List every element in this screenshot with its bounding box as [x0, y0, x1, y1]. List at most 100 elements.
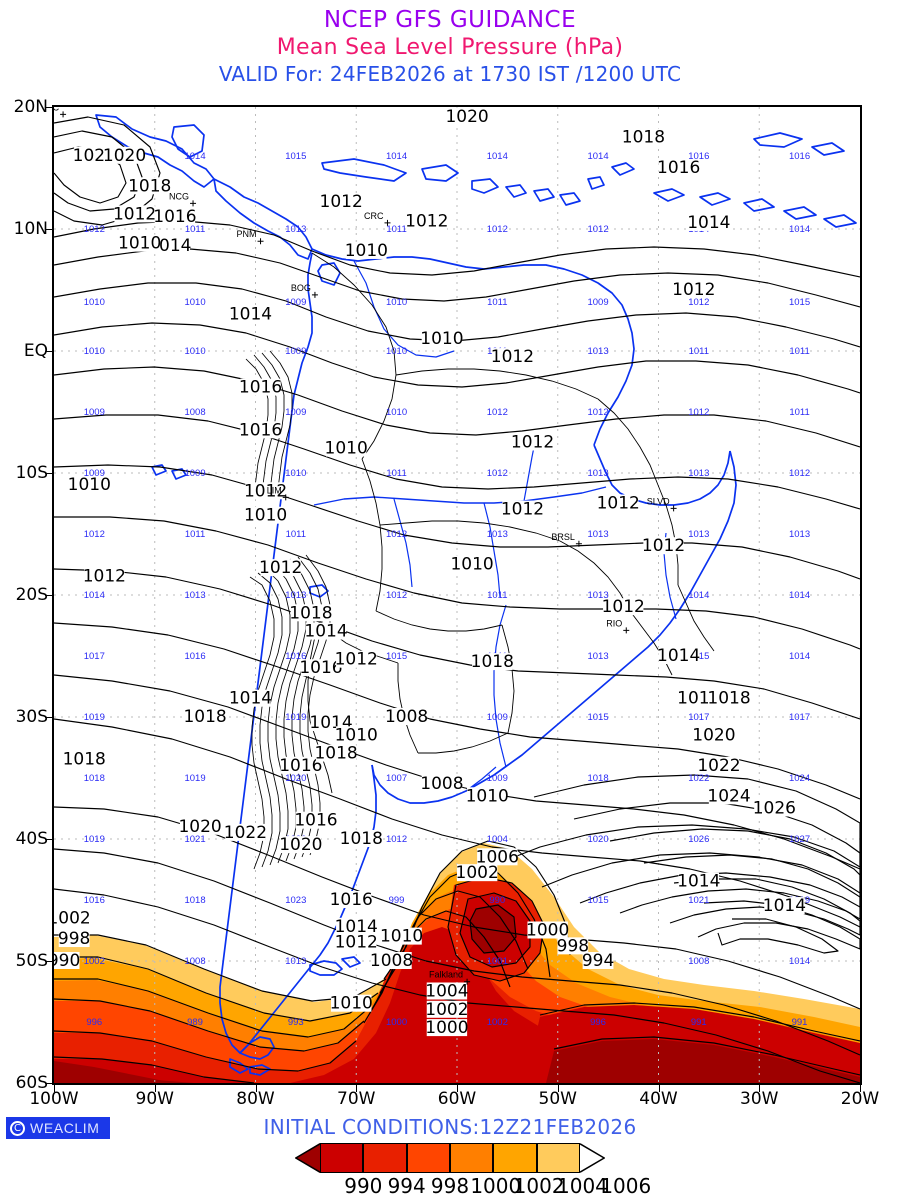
grid-value: 1017: [789, 712, 810, 723]
contour-label-bg: [320, 193, 362, 211]
contour-label: 1010: [68, 475, 111, 495]
grid-value: 1014: [688, 590, 709, 601]
initial-conditions-label: INITIAL CONDITIONS:12Z21FEB2026: [263, 1115, 637, 1139]
contour-label: 1014: [687, 213, 730, 233]
grid-value: 1014: [789, 224, 810, 235]
contour-label-bg: [346, 241, 387, 259]
x-axis-tick: [356, 1085, 358, 1092]
contour-label-bg: [54, 952, 80, 969]
contour-label: 1018: [314, 744, 357, 764]
contour-label-bg: [371, 952, 412, 969]
y-axis-tick: [45, 595, 52, 596]
grid-value: 989: [187, 1017, 203, 1028]
weaclim-label: WEACLIM: [30, 1120, 100, 1136]
colorbar-tick-label: 1002: [513, 1174, 565, 1198]
city-marker: [282, 494, 289, 501]
contour-label-bg: [472, 653, 513, 671]
contour-label: 1012: [501, 500, 544, 520]
contour-label-bg: [603, 598, 644, 616]
contour-label-bg: [179, 817, 221, 835]
contour-label: 1012: [320, 192, 363, 212]
contour-label: 1014: [304, 622, 347, 642]
grid-value: 1012: [587, 224, 608, 235]
x-axis-tick: [457, 1085, 458, 1092]
contour-label-bg: [426, 1000, 468, 1018]
city-marker: [60, 111, 67, 118]
contour-label: 1010: [466, 786, 509, 806]
grid-value: 1009: [184, 468, 205, 479]
grid-value: 1017: [84, 651, 105, 662]
contour-label-bg: [456, 864, 498, 882]
contour-label-bg: [240, 378, 281, 396]
contour-label: 1012: [405, 212, 448, 232]
grid-value: 1013: [285, 590, 306, 601]
contour-label: 1014: [657, 646, 700, 666]
contour-label: 1008: [385, 707, 428, 727]
contour-label: 1008: [370, 951, 413, 971]
valid-time-label: VALID For: 24FEB2026 at 1730 IST /1200 U…: [218, 62, 682, 86]
grid-value: 1010: [285, 468, 306, 479]
contour-label: 1020: [445, 107, 488, 127]
city-label: NCG: [169, 191, 189, 201]
contour-label: 1016: [239, 420, 282, 440]
city-label: BRSL: [551, 532, 575, 542]
contour-label: 1012: [491, 347, 534, 367]
contour-label: 1016: [657, 158, 700, 178]
grid-value: 1013: [285, 956, 306, 967]
city-labels: MXC NCG PNM CRC BOG LIM BRSL SLVD RIO Falkland: [54, 107, 677, 985]
contour-label-bg: [280, 836, 322, 854]
grid-value: 1011: [386, 468, 406, 479]
contour-label-bg: [446, 107, 488, 125]
contour-label-bg: [336, 650, 377, 668]
contour-label: 990: [54, 951, 80, 971]
contour-label: 1010: [420, 329, 463, 349]
grid-value: 1022: [688, 773, 709, 784]
grid-value: 1010: [184, 346, 205, 357]
contour-label: 1016: [153, 207, 196, 227]
colorbar-high-arrow: [580, 1143, 605, 1173]
contour-label-bg: [315, 744, 357, 762]
grid-value: 1008: [184, 407, 205, 418]
grid-value: 1021: [184, 834, 205, 845]
contour-label-bg: [467, 787, 508, 805]
border-layer: [307, 252, 715, 794]
y-axis-tick: [45, 107, 52, 108]
contour-label-bg: [673, 281, 714, 298]
contour-label: 1012: [335, 933, 378, 953]
colorbar-tick-labels: 990 994 998 1000 1002 1004 1006: [250, 1174, 651, 1198]
grid-value: 1018: [84, 773, 105, 784]
contour-label: 1020: [692, 725, 735, 745]
y-axis-tick-label: 30S: [15, 707, 48, 727]
city-label: CRC: [364, 211, 384, 221]
city-label: LIM: [267, 485, 282, 495]
contour-label: 1010: [244, 506, 287, 526]
contour-label: 1014: [229, 304, 272, 324]
y-axis-tick-label: 10N: [13, 219, 48, 239]
contour-label-bg: [643, 537, 684, 555]
x-axis-tick-label: 40W: [639, 1089, 678, 1109]
x-axis-tick-label: 70W: [337, 1089, 376, 1109]
subtitle-parameter: Mean Sea Level Pressure (hPa): [276, 35, 624, 60]
grid-value: 1019: [84, 712, 105, 723]
contour-label: 1012: [597, 494, 640, 514]
y-axis-tick: [45, 839, 52, 840]
grid-value: 1008: [688, 956, 709, 967]
x-axis-tick-label: 20W: [840, 1089, 880, 1109]
contour-label-bg: [598, 494, 639, 512]
grid-value: 1011: [185, 529, 205, 540]
contour-label-bg: [305, 622, 347, 640]
contour-label: 1018: [128, 176, 171, 196]
x-axis-tick: [54, 1085, 55, 1092]
contour-label: 1020: [103, 146, 146, 166]
grid-value: 1008: [184, 956, 205, 967]
grid-value: 993: [288, 1017, 304, 1028]
contour-label-bg: [280, 756, 322, 774]
grid-value: 1001: [487, 956, 508, 967]
city-label: MXC: [54, 107, 60, 112]
grid-value: 1009: [487, 773, 508, 784]
contour-label-bg: [54, 909, 90, 927]
grid-value: 1014: [84, 590, 105, 601]
colorbar-segment: [450, 1143, 494, 1173]
grid-value: 1024: [789, 773, 810, 784]
grid-value: 1019: [184, 773, 205, 784]
